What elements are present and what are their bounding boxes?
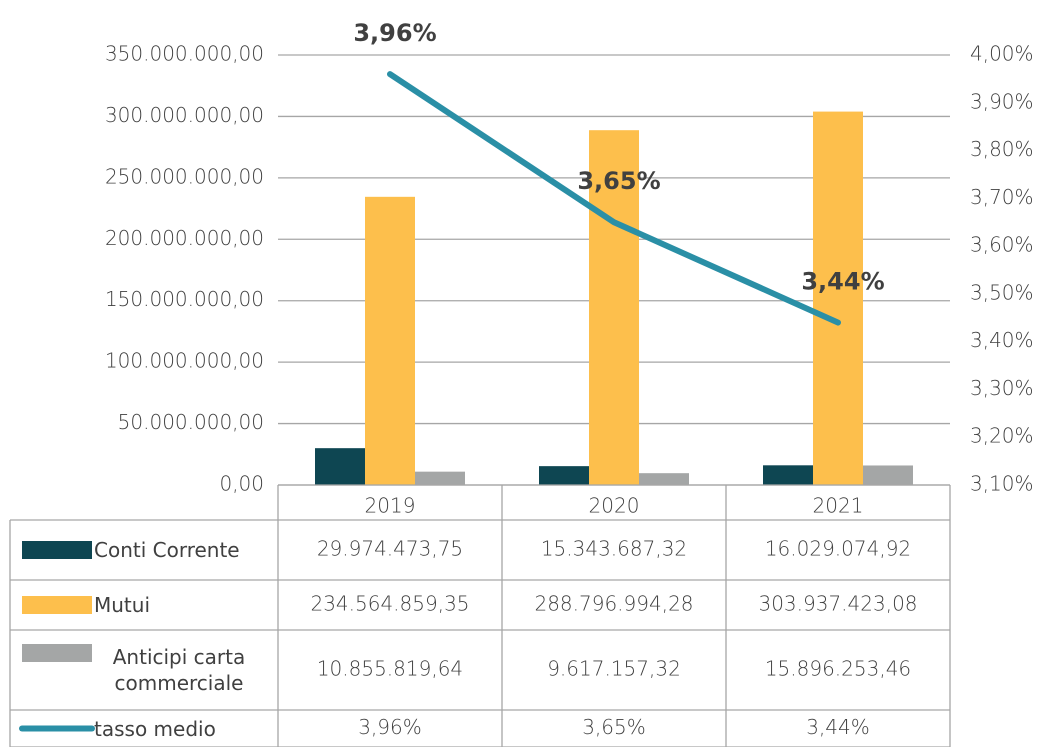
bar bbox=[539, 466, 589, 485]
data-label: 3,44% bbox=[801, 268, 884, 296]
table-value: 9.617.157,32 bbox=[547, 657, 681, 681]
legend-swatch bbox=[22, 541, 92, 559]
table-value: 303.937.423,08 bbox=[758, 592, 917, 616]
table-value: 3,96% bbox=[358, 715, 422, 739]
legend-label: Anticipi carta commerciale bbox=[112, 645, 246, 695]
x-tick-label: 2021 bbox=[813, 494, 864, 518]
y-tick-label: 150.000.000,00 bbox=[105, 287, 264, 311]
data-label: 3,65% bbox=[577, 167, 660, 195]
y2-tick-label: 3,70% bbox=[970, 185, 1034, 209]
bar bbox=[763, 465, 813, 485]
legend-text: Mutui bbox=[94, 593, 151, 617]
table-value: 3,44% bbox=[806, 715, 870, 739]
y2-tick-label: 3,40% bbox=[970, 328, 1034, 352]
legend-label: tasso medio bbox=[94, 716, 216, 741]
legend-swatch bbox=[22, 596, 92, 614]
bar bbox=[813, 111, 863, 486]
y-tick-label: 350.000.000,00 bbox=[105, 42, 264, 66]
bar bbox=[863, 465, 913, 485]
legend-label: Conti Corrente bbox=[94, 538, 240, 562]
table-value: 16.029.074,92 bbox=[765, 537, 911, 561]
table-value: 288.796.994,28 bbox=[534, 592, 693, 616]
table-value: 15.343.687,32 bbox=[541, 537, 687, 561]
y2-tick-label: 4,00% bbox=[970, 42, 1034, 66]
y-tick-label: 300.000.000,00 bbox=[105, 103, 264, 127]
legend-label: Mutui bbox=[94, 593, 151, 617]
y-tick-label: 50.000.000,00 bbox=[118, 410, 264, 434]
y2-tick-label: 3,60% bbox=[970, 233, 1034, 257]
line bbox=[387, 71, 841, 326]
table-value: 10.855.819,64 bbox=[317, 657, 463, 681]
y2-tick-label: 3,30% bbox=[970, 376, 1034, 400]
data-label: 3,96% bbox=[353, 19, 436, 47]
bar bbox=[315, 448, 365, 485]
table-value: 234.564.859,35 bbox=[310, 592, 469, 616]
y2-tick-label: 3,20% bbox=[970, 424, 1034, 448]
y-tick-label: 250.000.000,00 bbox=[105, 164, 264, 188]
y2-tick-label: 3,80% bbox=[970, 137, 1034, 161]
legend-swatch bbox=[22, 644, 92, 662]
legend-text: tasso medio bbox=[94, 716, 216, 741]
legend-text: Conti Corrente bbox=[94, 538, 240, 562]
y2-tick-label: 3,50% bbox=[970, 280, 1034, 304]
bar bbox=[415, 471, 465, 485]
y2-tick-label: 3,90% bbox=[970, 89, 1034, 113]
x-tick-label: 2020 bbox=[589, 494, 640, 518]
table-value: 29.974.473,75 bbox=[317, 537, 463, 561]
bar bbox=[639, 473, 689, 485]
table-value: 15.896.253,46 bbox=[765, 657, 911, 681]
y-tick-label: 100.000.000,00 bbox=[105, 349, 264, 373]
legend-text: Anticipi carta commerciale bbox=[112, 645, 246, 695]
bar bbox=[365, 196, 415, 485]
y-tick-label: 200.000.000,00 bbox=[105, 226, 264, 250]
x-tick-label: 2019 bbox=[365, 494, 416, 518]
bar bbox=[589, 130, 639, 485]
y2-tick-label: 3,10% bbox=[970, 472, 1034, 496]
y-tick-label: 0,00 bbox=[219, 472, 264, 496]
table-value: 3,65% bbox=[582, 715, 646, 739]
